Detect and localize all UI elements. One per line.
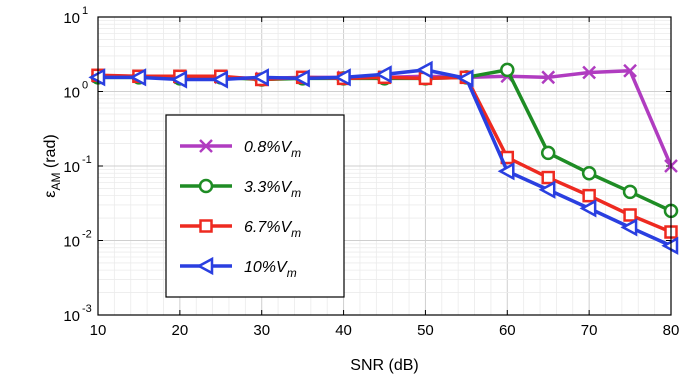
x-tick-label: 80 — [663, 322, 680, 339]
legend-label-sub: m — [291, 146, 301, 160]
data-marker-x — [582, 65, 597, 80]
marker-stroke — [623, 63, 637, 78]
y-tick-label-exponent: -3 — [82, 303, 92, 315]
data-marker-triangle — [374, 65, 392, 84]
x-tick-label: 60 — [499, 322, 516, 339]
data-marker-x — [199, 139, 213, 153]
data-marker-circle — [198, 178, 214, 194]
data-marker-square — [199, 219, 213, 233]
marker-stroke — [582, 65, 597, 80]
y-tick-label-base: 10 — [63, 85, 80, 102]
x-axis-label: SNR (dB) — [350, 357, 418, 374]
data-marker-triangle — [252, 68, 269, 87]
plot-frame — [97, 16, 672, 316]
y-tick-label-exponent: -2 — [82, 229, 92, 241]
legend-label-sub: m — [287, 266, 297, 280]
data-marker-triangle — [415, 60, 433, 79]
data-marker-triangle — [170, 70, 188, 89]
x-tick-label: 40 — [335, 322, 352, 339]
legend-label-sub: m — [291, 226, 301, 240]
data-marker-triangle — [196, 256, 214, 276]
legend-label: 3.3%Vm — [244, 179, 301, 200]
y-tick-label-exponent: 1 — [82, 5, 88, 17]
data-marker-triangle — [538, 180, 556, 199]
data-marker-triangle — [333, 68, 351, 87]
data-marker-circle — [622, 184, 638, 200]
marker-stroke — [541, 70, 556, 85]
legend-label: 0.8%Vm — [244, 139, 301, 160]
legend-label-main: 6.7%V — [244, 219, 292, 236]
x-tick-label: 10 — [90, 322, 107, 339]
y-tick-label-exponent: -1 — [82, 154, 92, 166]
y-axis-label: εAM (rad) — [42, 134, 63, 197]
data-marker-square — [541, 170, 555, 185]
legend-label-main: 3.3%V — [244, 179, 292, 196]
y-tick-label-base: 10 — [63, 159, 80, 176]
y-axis-label-subscript: AM — [49, 173, 63, 191]
x-tick-label: 20 — [172, 322, 189, 339]
legend-label-sub: m — [291, 186, 301, 200]
y-tick-label: 10 -1 — [63, 154, 91, 176]
data-marker-triangle — [620, 218, 638, 237]
y-tick-label: 10 1 — [63, 5, 88, 27]
legend-label: 6.7%Vm — [244, 219, 301, 240]
y-tick-label-exponent: 0 — [82, 80, 88, 92]
data-marker-triangle — [497, 162, 515, 181]
x-tick-labels: 10 20 30 40 50 60 70 80 — [90, 322, 680, 339]
x-tick-label: 30 — [253, 322, 270, 339]
data-marker-triangle — [129, 68, 147, 87]
legend-label: 10%Vm — [244, 259, 297, 280]
data-marker-circle — [540, 145, 556, 161]
marker-stroke — [199, 139, 213, 153]
data-marker-x — [541, 70, 556, 85]
legend-entry-4: 10%Vm — [180, 256, 297, 280]
data-marker-triangle — [579, 199, 597, 218]
y-tick-label: 10 -2 — [63, 229, 91, 251]
data-marker-square — [582, 188, 596, 203]
y-tick-label-base: 10 — [63, 308, 80, 325]
y-axis-label-symbol: ε — [42, 191, 59, 198]
legend-label-main: 0.8%V — [244, 139, 292, 156]
legend-label-main: 10%V — [244, 259, 288, 276]
x-tick-label: 50 — [417, 322, 434, 339]
y-axis-label-unit: (rad) — [42, 134, 59, 172]
y-tick-label-base: 10 — [63, 234, 80, 251]
legend-entry-1: 0.8%Vm — [180, 139, 301, 160]
data-marker-triangle — [293, 69, 310, 88]
data-marker-square — [623, 208, 637, 222]
series-4 — [88, 60, 679, 255]
data-marker-triangle — [211, 70, 229, 89]
legend-entry-3: 6.7%Vm — [180, 219, 301, 240]
x-tick-label: 70 — [581, 322, 598, 339]
y-tick-label: 10 0 — [63, 80, 88, 102]
legend-entry-2: 3.3%Vm — [180, 178, 301, 200]
data-marker-triangle — [456, 69, 474, 88]
data-marker-circle — [500, 62, 515, 78]
data-marker-circle — [581, 165, 597, 181]
y-tick-label: 10 -3 — [63, 303, 91, 325]
y-tick-label-base: 10 — [63, 10, 80, 27]
data-marker-x — [623, 63, 637, 78]
